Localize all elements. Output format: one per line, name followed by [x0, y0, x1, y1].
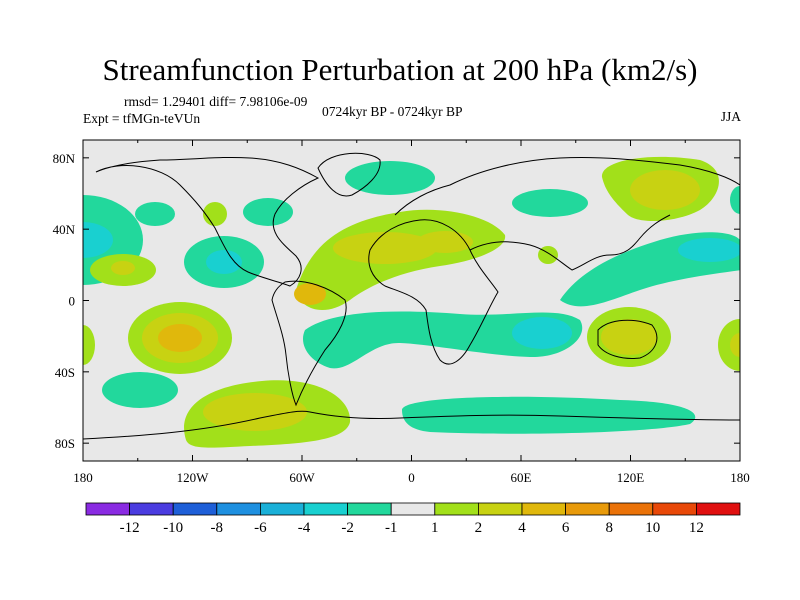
contour-fill-layer — [83, 156, 740, 448]
contour-region — [601, 319, 657, 355]
coastline-layer — [83, 152, 740, 440]
colorbar-label: 1 — [431, 520, 439, 536]
colorbar-label: 2 — [475, 520, 483, 536]
colorbar-swatch — [696, 502, 741, 516]
y-tick-label: 80S — [55, 436, 75, 451]
contour-region — [345, 161, 435, 195]
coastline-south-america — [271, 280, 347, 407]
contour-region — [512, 317, 572, 349]
colorbar-swatch — [259, 502, 305, 516]
contour-region — [417, 231, 473, 253]
y-axis: 80N 40N 0 40S 80S — [53, 151, 740, 451]
coastline-antarctica — [83, 410, 740, 440]
coastline-greenland — [317, 152, 381, 197]
contour-region — [83, 325, 95, 365]
contour-region — [203, 202, 227, 226]
colorbar-swatch — [216, 502, 261, 516]
colorbar-swatch — [652, 502, 697, 516]
x-tick-label: 180 — [73, 470, 93, 485]
colorbar-label: -12 — [120, 520, 140, 536]
y-tick-label: 40N — [53, 222, 76, 237]
colorbar-label: 8 — [605, 520, 613, 536]
colorbar-label: -1 — [385, 520, 398, 536]
coastline-africa-eurasia — [368, 219, 499, 365]
colorbar-swatch — [129, 502, 174, 516]
colorbar-label: 12 — [689, 520, 704, 536]
colorbar-label: -10 — [163, 520, 183, 536]
colorbar: -12 -10 -8 -6 -4 -2 -1 1 2 4 6 8 10 12 — [85, 502, 741, 536]
contour-region — [630, 170, 700, 210]
colorbar-swatch — [347, 502, 392, 516]
colorbar-swatch — [172, 502, 218, 516]
contour-region — [730, 186, 740, 214]
colorbar-swatch — [477, 502, 523, 516]
x-tick-label: 60E — [511, 470, 532, 485]
colorbar-swatch — [85, 502, 130, 516]
colorbar-swatch — [565, 502, 610, 516]
colorbar-label: -8 — [211, 520, 224, 536]
contour-region — [730, 333, 740, 357]
colorbar-swatch — [434, 502, 479, 516]
contour-region — [512, 189, 588, 217]
colorbar-label: -6 — [254, 520, 267, 536]
contour-region — [135, 202, 175, 226]
y-tick-label: 0 — [69, 294, 76, 309]
colorbar-swatch — [390, 502, 436, 516]
coastline-australia — [597, 319, 658, 359]
colorbar-label: 10 — [645, 520, 660, 536]
chart-title: Streamfunction Perturbation at 200 hPa (… — [102, 52, 698, 87]
period-label: 0724kyr BP - 0724kyr BP — [322, 104, 463, 119]
colorbar-swatch — [521, 502, 566, 516]
y-tick-label: 40S — [55, 365, 75, 380]
coastline-eurasia — [394, 156, 740, 271]
x-tick-label: 120E — [617, 470, 645, 485]
season-label: JJA — [720, 109, 741, 124]
colorbar-swatch — [303, 502, 348, 516]
experiment-label: Expt = tfMGn-teVUn — [83, 111, 201, 126]
coastline-north-america — [95, 156, 320, 287]
y-tick-label: 80N — [53, 151, 76, 166]
stats-label: rmsd= 1.29401 diff= 7.98106e-09 — [124, 94, 308, 109]
contour-region — [83, 222, 113, 258]
contour-region — [243, 198, 293, 226]
x-tick-label: 0 — [408, 470, 415, 485]
x-axis: 180 120W 60W 0 60E 120E 180 — [73, 140, 750, 485]
contour-region — [206, 250, 242, 274]
x-tick-label: 180 — [730, 470, 750, 485]
contour-region — [102, 372, 178, 408]
colorbar-swatch — [608, 502, 654, 516]
colorbar-label: 6 — [562, 520, 570, 536]
contour-region — [718, 319, 740, 371]
contour-region — [203, 393, 307, 431]
contour-region — [111, 261, 135, 275]
colorbar-label: -2 — [341, 520, 354, 536]
contour-region — [158, 324, 202, 352]
contour-region — [333, 232, 437, 264]
colorbar-label: 4 — [518, 520, 526, 536]
contour-region — [678, 238, 740, 262]
colorbar-label: -4 — [298, 520, 311, 536]
contour-region — [302, 311, 583, 369]
x-tick-label: 60W — [289, 470, 315, 485]
contour-region — [294, 283, 326, 305]
x-tick-label: 120W — [177, 470, 210, 485]
